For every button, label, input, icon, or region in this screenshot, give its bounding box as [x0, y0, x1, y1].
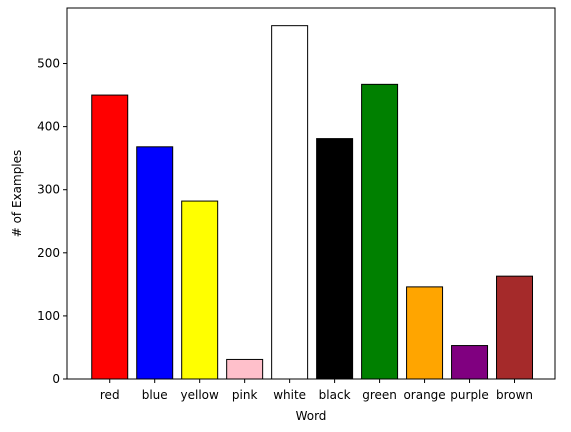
- bar-black: [316, 138, 354, 380]
- x-tick-label: pink: [232, 388, 258, 402]
- y-tick-label: 200: [37, 246, 60, 260]
- plot-frame: [66, 7, 556, 380]
- bar-green: [361, 83, 399, 380]
- bar-blue: [136, 146, 174, 380]
- x-tick-label: yellow: [181, 388, 219, 402]
- bar-brown: [496, 275, 534, 380]
- x-tick-label: black: [319, 388, 351, 402]
- y-tick-label: 100: [37, 309, 60, 323]
- x-axis-ticks: red blue yellow pink white black green orange pu…: [100, 379, 533, 402]
- x-axis-label: Word: [296, 409, 327, 423]
- y-axis-ticks: 0 100 200 300 400 500: [37, 57, 67, 386]
- y-tick-label: 400: [37, 120, 60, 134]
- bar-white: [271, 25, 309, 380]
- y-tick-label: 0: [52, 372, 60, 386]
- x-tick-label: brown: [496, 388, 533, 402]
- x-tick-label: blue: [142, 388, 168, 402]
- y-tick-label: 500: [37, 57, 60, 71]
- bar-orange: [406, 286, 444, 380]
- y-axis-label: # of Examples: [10, 150, 24, 238]
- x-tick-label: red: [100, 388, 120, 402]
- x-tick-label: purple: [450, 388, 489, 402]
- bar-yellow: [181, 200, 219, 380]
- bars-group: [91, 25, 534, 380]
- x-tick-label: white: [273, 388, 306, 402]
- bar-pink: [226, 358, 264, 380]
- bar-purple: [451, 345, 489, 380]
- bar-red: [91, 94, 129, 380]
- y-tick-label: 300: [37, 183, 60, 197]
- x-tick-label: orange: [403, 388, 445, 402]
- x-tick-label: green: [362, 388, 397, 402]
